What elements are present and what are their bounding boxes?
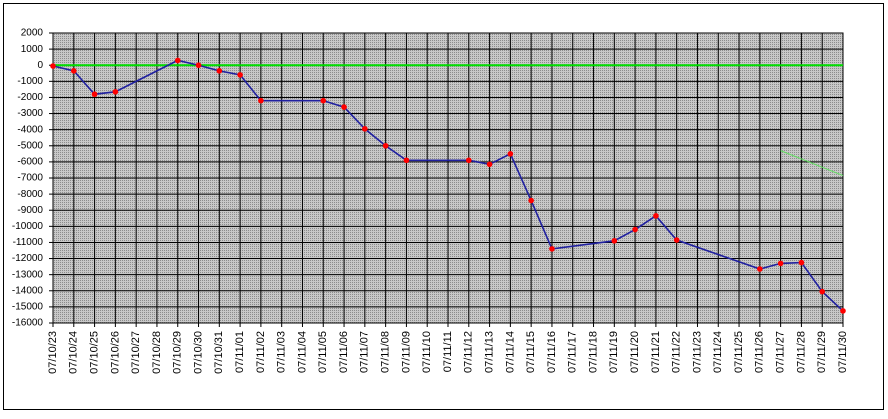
x-tick-label: 07/11/01 (234, 331, 246, 373)
x-tick-label: 07/11/25 (733, 331, 745, 373)
y-tick-label: -12000 (12, 253, 44, 264)
y-tick-label: -6000 (17, 157, 43, 168)
data-point (528, 197, 534, 204)
x-tick-label: 07/11/18 (587, 331, 599, 373)
x-tick-label: 07/11/22 (671, 331, 683, 373)
data-point (91, 91, 98, 98)
x-tick-label: 07/11/21 (650, 331, 662, 373)
data-point (50, 63, 56, 69)
data-point (258, 97, 264, 104)
data-point (174, 57, 181, 64)
plot-border (52, 32, 844, 324)
y-tick-label: -16000 (12, 318, 44, 329)
x-tick-label: 07/10/26 (109, 331, 121, 374)
data-point (777, 260, 784, 267)
x-tick-label: 07/11/02 (255, 331, 267, 373)
data-point (757, 266, 763, 272)
y-tick-label: 2000 (21, 28, 44, 39)
x-tick-label: 07/11/11 (442, 331, 454, 372)
data-point (341, 104, 347, 110)
y-tick-label: -10000 (12, 221, 44, 232)
y-tick-label: -3000 (17, 108, 43, 119)
x-tick-label: 07/11/13 (483, 331, 495, 373)
x-tick-label: 07/10/27 (130, 331, 142, 374)
x-tick-label: 07/10/28 (151, 331, 163, 374)
series-line (52, 59, 844, 312)
x-tick-label: 07/11/23 (691, 331, 703, 373)
x-tick-label: 07/11/26 (754, 331, 766, 373)
y-tick-label: -2000 (17, 92, 43, 103)
data-point (673, 237, 680, 243)
data-point (195, 62, 202, 69)
data-point (611, 238, 618, 244)
y-tick-label: -1000 (17, 76, 43, 87)
y-tick-label: -14000 (12, 285, 44, 296)
y-tick-label: -9000 (17, 205, 43, 216)
x-tick-label: 07/11/04 (296, 331, 308, 373)
y-tick-label: -15000 (12, 302, 44, 313)
data-point (237, 72, 243, 78)
x-tick-label: 07/11/06 (338, 331, 350, 373)
data-point (382, 142, 389, 149)
x-tick-label: 07/11/20 (629, 331, 641, 373)
x-tick-label: 07/10/24 (68, 331, 80, 374)
x-tick-label: 07/11/29 (816, 331, 828, 373)
x-tick-label: 07/11/17 (567, 331, 579, 373)
x-tick-label: 07/11/05 (317, 331, 329, 373)
data-point (653, 213, 659, 219)
x-tick-label: 07/11/19 (608, 331, 620, 373)
x-tick-label: 07/10/29 (172, 331, 184, 374)
y-tick-label: -5000 (17, 140, 43, 151)
x-tick-label: 07/11/30 (837, 331, 849, 373)
data-point (362, 126, 368, 132)
x-tick-label: 07/11/03 (276, 331, 288, 373)
x-tick-label: 07/10/31 (213, 331, 225, 374)
data-point (840, 308, 846, 314)
x-tick-label: 07/11/12 (463, 331, 475, 373)
y-tick-label: -4000 (17, 124, 43, 135)
data-point (507, 151, 514, 157)
y-tick-label: -8000 (17, 189, 43, 200)
data-point (216, 68, 223, 74)
data-point (320, 97, 327, 104)
data-point (403, 157, 410, 164)
data-point (549, 246, 555, 252)
data-point (465, 157, 472, 164)
x-tick-label: 07/10/23 (47, 331, 59, 374)
x-tick-label: 07/10/30 (192, 331, 204, 374)
x-tick-label: 07/11/14 (504, 331, 516, 373)
data-point (798, 259, 805, 266)
y-tick-label: 0 (37, 60, 43, 71)
x-tick-label: 07/11/07 (359, 331, 371, 373)
y-tick-label: -13000 (12, 269, 44, 280)
y-tick-label: 1000 (21, 44, 44, 55)
x-tick-label: 07/11/08 (380, 331, 392, 373)
x-tick-label: 07/11/15 (525, 331, 537, 373)
series-line (780, 150, 844, 177)
y-tick-label: -11000 (13, 237, 44, 248)
x-tick-label: 07/11/09 (400, 331, 412, 373)
data-point (632, 226, 638, 233)
data-point (819, 288, 826, 295)
x-tick-label: 07/11/10 (421, 331, 433, 373)
x-tick-label: 07/11/28 (795, 331, 807, 373)
x-tick-label: 07/11/16 (546, 331, 558, 373)
data-point (486, 161, 493, 168)
x-tick-label: 07/11/24 (712, 331, 724, 373)
data-point (112, 89, 119, 95)
y-tick-label: -7000 (17, 173, 43, 184)
x-tick-label: 07/10/25 (88, 331, 100, 374)
x-tick-label: 07/11/27 (775, 331, 787, 373)
data-point (70, 68, 77, 74)
